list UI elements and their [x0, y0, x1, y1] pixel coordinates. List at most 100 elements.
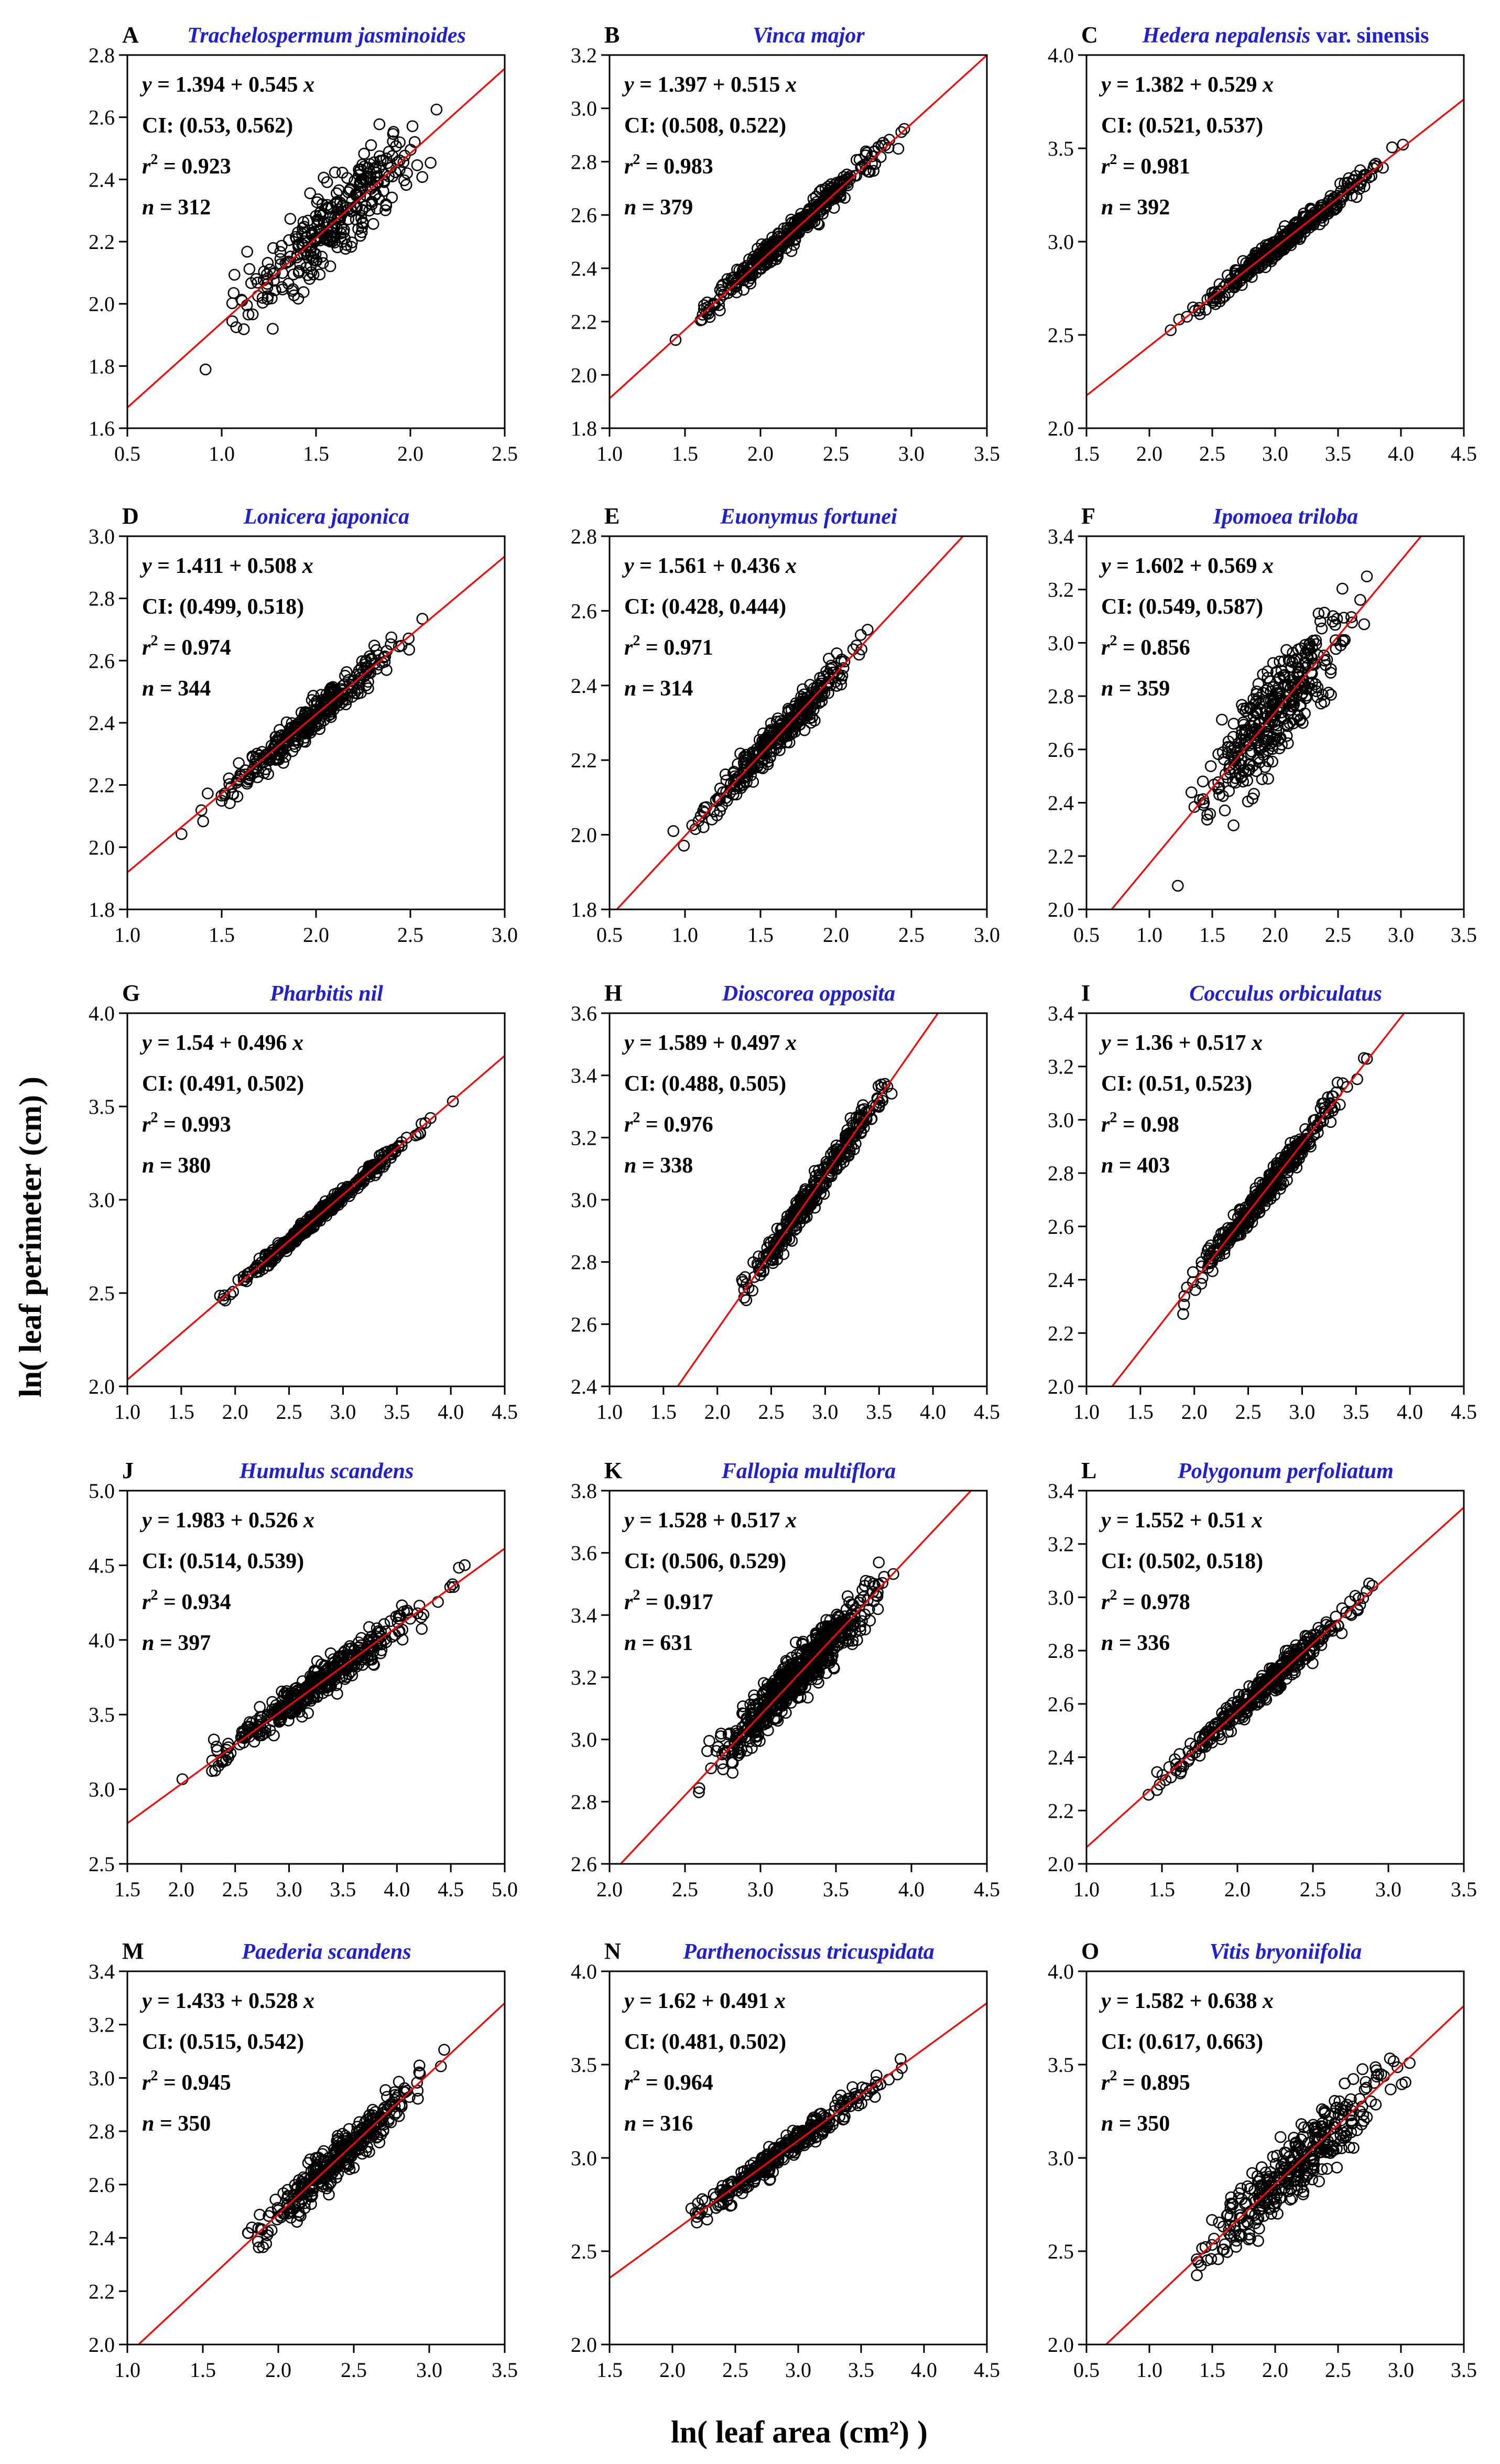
- data-point: [724, 1727, 736, 1740]
- data-point: [406, 120, 419, 133]
- y-tick-label: 4.0: [1048, 44, 1074, 67]
- data-point: [1397, 138, 1409, 151]
- n-k: n = 631: [624, 1631, 693, 1655]
- data-point: [1296, 1646, 1308, 1658]
- data-point: [237, 1274, 250, 1287]
- equation-c: y = 1.382 + 0.529 x: [1099, 73, 1274, 97]
- data-point: [1300, 657, 1312, 670]
- data-point: [305, 1217, 318, 1229]
- data-point: [241, 1271, 253, 1283]
- data-point: [788, 228, 800, 241]
- y-tick-label: 2.6: [89, 106, 115, 129]
- data-point: [274, 1715, 286, 1727]
- y-tick-label: 2.0: [89, 835, 115, 859]
- data-point: [319, 703, 331, 715]
- data-point: [864, 166, 876, 178]
- data-point: [222, 1751, 235, 1763]
- data-point: [1303, 639, 1316, 651]
- panel-h: 1.0 1.5 2.0 2.5 3.0 3.5 4.0 4.52.42.62.83.03.23…: [571, 980, 1000, 1424]
- data-point: [1177, 1308, 1189, 1320]
- y-tick-label: 1.8: [571, 417, 597, 440]
- data-point: [1312, 1126, 1324, 1138]
- data-point: [1344, 1595, 1356, 1608]
- data-point: [766, 1704, 778, 1716]
- data-point: [287, 1689, 299, 1701]
- data-point: [364, 1168, 376, 1180]
- x-tick-label: 1.0: [209, 442, 235, 465]
- data-point: [863, 1603, 875, 1615]
- data-point: [782, 707, 794, 719]
- data-point: [785, 213, 797, 226]
- data-point: [1259, 695, 1271, 707]
- data-point: [1297, 675, 1309, 687]
- data-point: [1358, 180, 1371, 193]
- y-tick-label: 2.8: [89, 44, 115, 67]
- y-tick-label: 3.0: [571, 1188, 597, 1212]
- fit-line-d: [127, 556, 505, 873]
- data-point: [871, 1092, 884, 1104]
- data-point: [276, 240, 288, 252]
- data-point: [328, 703, 340, 715]
- data-point: [669, 334, 682, 346]
- data-point: [283, 234, 295, 246]
- y-tick-label: 2.6: [571, 203, 597, 227]
- data-point: [1154, 1778, 1166, 1790]
- data-point: [1279, 671, 1291, 683]
- data-point: [251, 1261, 263, 1273]
- fit-line-b: [610, 55, 987, 399]
- y-tick-label: 2.2: [89, 774, 115, 797]
- x-tick-label: 3.5: [1343, 1400, 1369, 1424]
- data-point: [416, 613, 429, 625]
- y-tick-label: 2.8: [571, 1251, 597, 1274]
- data-point: [318, 171, 330, 184]
- data-point: [1329, 618, 1341, 631]
- data-point: [1271, 1663, 1284, 1675]
- y-tick-label: 2.8: [571, 1790, 597, 1814]
- data-point: [377, 185, 389, 197]
- y-tick-label: 3.0: [89, 1188, 115, 1212]
- data-point: [1268, 719, 1281, 731]
- data-point: [387, 126, 400, 138]
- panel-g: 1.0 1.5 2.0 2.5 3.0 3.5 4.0 4.52.02.53.03.54.0G…: [89, 980, 518, 1424]
- data-point: [830, 1162, 842, 1175]
- data-point: [777, 236, 789, 249]
- data-point: [1201, 293, 1214, 306]
- y-tick-label: 2.5: [89, 1282, 115, 1305]
- n-i: n = 403: [1101, 1154, 1170, 1178]
- data-point: [349, 175, 361, 187]
- data-point: [753, 1707, 765, 1719]
- data-point: [1334, 197, 1346, 209]
- y-tick-label: 3.5: [89, 1095, 115, 1119]
- data-point: [291, 1226, 303, 1239]
- data-point: [246, 308, 259, 321]
- y-tick-label: 2.2: [1048, 844, 1074, 868]
- data-point: [757, 736, 770, 749]
- data-point: [274, 724, 286, 736]
- y-tick-label: 2.0: [1048, 417, 1074, 440]
- data-point: [1299, 1123, 1311, 1135]
- x-tick-label: 2.5: [823, 442, 849, 465]
- data-point: [264, 263, 276, 276]
- fit-line-e: [615, 536, 964, 909]
- equation-i: y = 1.36 + 0.517 x: [1099, 1031, 1263, 1055]
- data-point: [806, 711, 818, 724]
- x-tick-label: 2.5: [1235, 1400, 1262, 1424]
- y-tick-label: 1.8: [89, 354, 115, 378]
- points-j: [176, 1559, 471, 1785]
- data-point: [237, 1271, 249, 1283]
- y-tick-label: 3.4: [1048, 1002, 1074, 1025]
- data-point: [716, 1748, 729, 1761]
- panel-letter-k: K: [604, 1458, 622, 1483]
- r2-b: r2 = 0.983: [624, 151, 713, 179]
- y-tick-label: 2.2: [89, 230, 115, 254]
- x-tick-label: 2.0: [704, 1400, 731, 1424]
- panel-letter-a: A: [122, 22, 139, 48]
- data-point: [1249, 1691, 1262, 1703]
- data-point: [1312, 1622, 1324, 1634]
- data-point: [831, 667, 844, 680]
- y-tick-label: 2.6: [1048, 738, 1074, 762]
- data-point: [1236, 1711, 1249, 1723]
- data-point: [1165, 324, 1177, 337]
- data-point: [829, 676, 842, 688]
- x-tick-label: 4.5: [1451, 1400, 1477, 1424]
